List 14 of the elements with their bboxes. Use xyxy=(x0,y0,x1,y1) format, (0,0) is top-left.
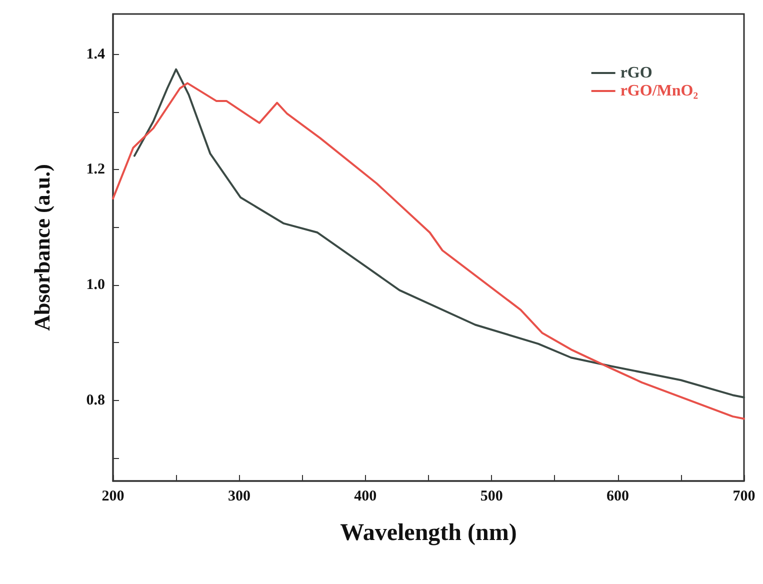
legend-label: rGO xyxy=(620,64,652,82)
y-tick-label: 1.0 xyxy=(86,276,105,293)
y-axis-title: Absorbance (a.u.) xyxy=(30,164,54,331)
x-tick-label: 200 xyxy=(102,488,124,504)
x-axis-title: Wavelength (nm) xyxy=(340,520,517,546)
x-tick-label: 700 xyxy=(732,488,756,504)
x-tick-label: 500 xyxy=(480,488,503,504)
y-tick-label: 1.2 xyxy=(86,162,105,178)
y-tick-label: 0.8 xyxy=(86,392,105,408)
x-tick-label: 300 xyxy=(228,488,250,504)
y-tick-label: 1.4 xyxy=(86,46,106,62)
x-tick-label: 400 xyxy=(354,488,377,504)
x-tick-label: 600 xyxy=(606,488,630,504)
legend-label: rGO/MnO₂ xyxy=(620,82,698,100)
